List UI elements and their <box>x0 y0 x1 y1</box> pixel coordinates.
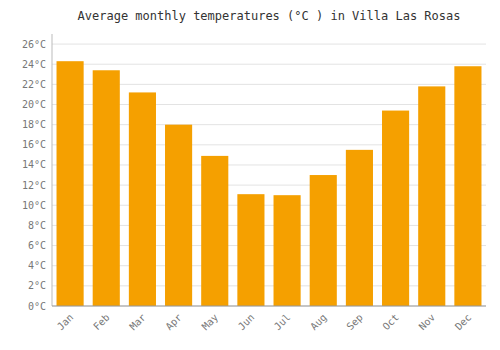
x-tick-label: Nov <box>417 312 438 333</box>
grid-line <box>52 44 486 45</box>
bar <box>310 175 337 306</box>
bar <box>454 66 481 306</box>
y-axis-line <box>52 34 53 306</box>
x-tick-label: Dec <box>453 312 474 333</box>
x-tick-label: Mar <box>127 312 148 333</box>
chart: Average monthly temperatures (°C ) in Vi… <box>0 0 500 350</box>
bar <box>201 156 228 306</box>
bar <box>129 92 156 306</box>
grid <box>52 44 486 306</box>
bar <box>274 195 301 306</box>
y-tick-label: 24°C <box>22 59 46 70</box>
y-axis: 0°C 2°C 4°C 6°C 8°C 10°C 12°C 14°C 16°C 18°C 20°C 2… <box>22 39 46 312</box>
y-tick-label: 20°C <box>22 99 46 110</box>
y-tick-label: 4°C <box>28 260 46 271</box>
y-tick-label: 18°C <box>22 119 46 130</box>
grid-line <box>52 306 486 307</box>
x-tick-label: May <box>200 312 221 333</box>
x-tick-label: Oct <box>380 312 401 333</box>
bar <box>346 150 373 306</box>
x-tick-label: Feb <box>91 312 112 333</box>
y-tick-label: 0°C <box>28 301 46 312</box>
x-axis-line <box>52 306 486 307</box>
bar <box>418 86 445 306</box>
bars <box>57 61 482 306</box>
x-axis: Jan Feb Mar Apr May Jun Jul Aug Sep Oct Nov Dec <box>55 312 473 333</box>
x-tick-label: Apr <box>163 312 184 333</box>
title: Average monthly temperatures (°C ) in Vi… <box>78 9 461 23</box>
y-tick-label: 16°C <box>22 139 46 150</box>
bar <box>57 61 84 306</box>
bar <box>93 70 120 306</box>
x-tick-label: Sep <box>344 312 365 333</box>
y-tick-label: 14°C <box>22 159 46 170</box>
x-tick-label: Jul <box>272 312 293 333</box>
y-tick-label: 12°C <box>22 180 46 191</box>
y-tick-label: 10°C <box>22 200 46 211</box>
y-tick-label: 22°C <box>22 79 46 90</box>
y-tick-label: 6°C <box>28 240 46 251</box>
bar <box>237 194 264 306</box>
bar <box>165 125 192 306</box>
y-tick-label: 2°C <box>28 280 46 291</box>
x-tick-label: Jun <box>236 312 257 333</box>
grid-line <box>52 64 486 65</box>
x-tick-label: Jan <box>55 312 76 333</box>
y-tick-label: 26°C <box>22 39 46 50</box>
x-tick-label: Aug <box>308 312 329 333</box>
y-tick-label: 8°C <box>28 220 46 231</box>
bar <box>382 111 409 306</box>
